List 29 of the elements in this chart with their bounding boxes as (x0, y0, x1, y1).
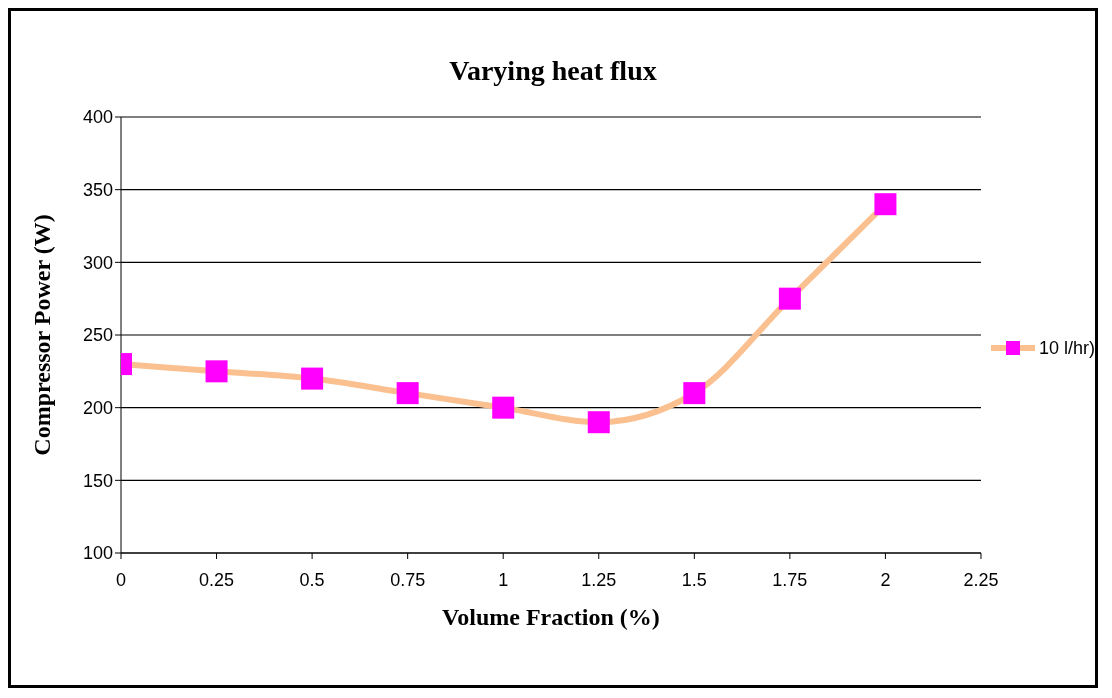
y-tick-label: 200 (82, 398, 113, 419)
x-tick-label: 0 (115, 569, 127, 590)
x-tick-label: 1.25 (581, 569, 617, 590)
y-axis-title: Compressor Power (W) (28, 214, 55, 456)
point (874, 193, 897, 216)
x-tick-label: 1 (498, 569, 509, 590)
x-axis-title: Volume Fraction (%) (442, 604, 660, 630)
x-tick-label: 0.25 (199, 569, 235, 590)
point (587, 411, 610, 434)
point (683, 382, 706, 405)
y-tick-label: 300 (82, 252, 113, 273)
x-tick-label: 0.75 (390, 569, 426, 590)
y-tick-label: 350 (82, 180, 113, 201)
point (396, 382, 419, 405)
x-tick-label: 1.5 (681, 569, 707, 590)
point (301, 367, 324, 390)
x-tick-label: 2 (880, 569, 891, 590)
point (778, 287, 801, 310)
y-tick-label: 150 (82, 470, 113, 491)
point (492, 396, 515, 419)
point (205, 360, 228, 383)
y-tick-label: 250 (82, 325, 113, 346)
legend-label: 10 l/hr) (1038, 337, 1095, 359)
y-tick-label: 400 (82, 107, 113, 128)
chart-title: Varying heat flux (448, 55, 658, 87)
x-tick-label: 2.25 (963, 569, 999, 590)
x-tick-label: 1.75 (772, 569, 808, 590)
y-tick-label: 100 (82, 543, 113, 564)
x-tick-label: 0.5 (299, 569, 325, 590)
